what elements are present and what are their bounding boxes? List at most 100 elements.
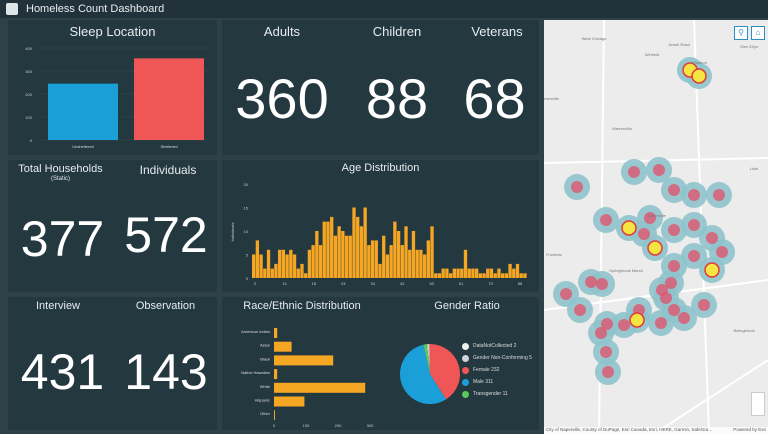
app-logo-icon	[6, 3, 18, 15]
bar	[274, 328, 278, 338]
interview-label: Interview	[35, 300, 81, 312]
y-tick-label: Other	[260, 411, 271, 416]
bar	[515, 263, 520, 278]
bar	[292, 254, 297, 278]
bar	[523, 273, 527, 278]
legend-value: 11	[502, 391, 508, 397]
adults-value: 360	[235, 67, 329, 130]
children-label: Children	[372, 24, 422, 39]
map-canvas[interactable]: West Chicago Winfield Jewell Road Wheaton Gl…	[544, 20, 768, 434]
bar	[500, 273, 505, 278]
bar	[270, 268, 274, 278]
households-label: Total Households	[18, 163, 103, 175]
bar	[281, 249, 286, 278]
bar	[337, 226, 341, 278]
bar	[508, 263, 512, 278]
x-tick-label: 18	[312, 281, 317, 286]
x-tick-label: 73	[488, 281, 493, 286]
map-place-label: Lisle	[750, 166, 759, 171]
children-value: 88	[365, 67, 429, 130]
bar	[400, 245, 404, 278]
heat-core	[656, 284, 668, 296]
bar	[274, 369, 278, 380]
interview-value: 431	[20, 344, 105, 400]
map-place-label: West Chicago	[582, 36, 608, 41]
bar	[497, 268, 501, 278]
heat-core	[638, 228, 650, 240]
bar	[519, 273, 523, 278]
pie-slice	[427, 344, 430, 374]
heat-core	[706, 232, 718, 244]
legend-label: DataNotCollected	[473, 343, 513, 349]
heat-core	[668, 224, 680, 236]
households-panel: Total Households (Static) Individuals 37…	[8, 160, 217, 292]
legend-item[interactable]: Female 232	[462, 367, 537, 374]
legend-label: Female	[473, 367, 490, 373]
heat-core	[668, 184, 680, 196]
heatmap-map[interactable]: West Chicago Winfield Jewell Road Wheaton Gl…	[544, 20, 768, 434]
bar	[255, 240, 260, 278]
heat-core	[602, 366, 614, 378]
home-icon[interactable]: ⌂	[751, 26, 765, 40]
bar	[367, 245, 371, 278]
gender-title: Gender Ratio	[434, 300, 500, 312]
legend-item[interactable]: DataNotCollected 2	[462, 343, 537, 350]
heat-core	[628, 166, 640, 178]
heat-core	[600, 346, 612, 358]
bar	[456, 268, 460, 278]
bar	[374, 240, 378, 278]
bar	[448, 273, 453, 278]
sleep-location-chart: 0 100 200 300 400 Unsheltered Sheltered	[25, 46, 208, 149]
counts-panel: Adults Children Veterans 360 88 68	[222, 20, 539, 155]
bar	[512, 268, 516, 278]
bar	[274, 382, 366, 393]
zoom-control[interactable]	[751, 392, 765, 416]
households-sub: (Static)	[50, 176, 70, 182]
legend-value: 2	[513, 343, 517, 349]
legend-value: 5	[529, 355, 532, 361]
bar	[278, 249, 282, 278]
pie-slice	[429, 344, 460, 400]
heat-core	[653, 164, 665, 176]
bar	[437, 273, 442, 278]
search-icon[interactable]: ⚲	[734, 26, 748, 40]
bar	[252, 254, 256, 278]
bar	[344, 235, 349, 278]
heat-core	[668, 304, 680, 316]
heat-hotspot	[647, 240, 663, 256]
legend-value: 232	[491, 367, 500, 373]
y-tick-label: 15	[244, 206, 249, 211]
x-tick-label: 200	[335, 423, 342, 428]
x-tick-label: 300	[367, 423, 374, 428]
heat-core	[596, 278, 608, 290]
bar	[359, 226, 364, 278]
bar	[356, 216, 360, 278]
bar	[486, 268, 490, 278]
bar	[315, 231, 319, 278]
bar	[259, 254, 263, 278]
y-tick-label: 400	[25, 46, 32, 51]
heat-core	[716, 246, 728, 258]
legend-label: Gender Non-Conforming	[473, 355, 528, 361]
powered-by: Powered by Esri	[733, 427, 766, 432]
bar	[307, 249, 312, 278]
map-place-label: Romeoville	[544, 96, 560, 101]
heat-core	[595, 327, 607, 339]
heat-core	[585, 276, 597, 288]
bar	[274, 355, 334, 366]
bar	[419, 249, 423, 278]
heat-hotspot	[621, 220, 637, 236]
individuals-value: 572	[124, 207, 208, 263]
legend-item[interactable]: Male 311	[462, 379, 537, 386]
y-tick-label: 100	[25, 115, 32, 120]
map-place-label: Bolingbrook	[733, 328, 754, 333]
title-bar: Homeless Count Dashboard	[0, 0, 768, 18]
heat-core	[688, 219, 700, 231]
bar	[326, 221, 330, 278]
legend-item[interactable]: Gender Non-Conforming 5	[462, 355, 537, 362]
x-tick-label: 53	[429, 281, 434, 286]
map-place-label: Wheaton	[691, 60, 707, 65]
heat-core	[618, 319, 630, 331]
legend-item[interactable]: Transgender 11	[462, 391, 537, 398]
x-tick-label: Unsheltered	[72, 144, 94, 149]
